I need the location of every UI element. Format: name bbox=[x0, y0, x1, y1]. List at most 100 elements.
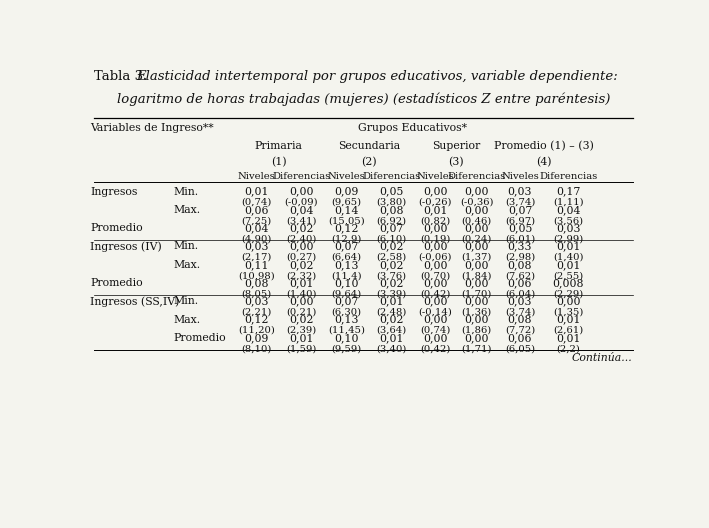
Text: (8,05): (8,05) bbox=[241, 289, 272, 298]
Text: (0,42): (0,42) bbox=[420, 344, 450, 353]
Text: 0,00: 0,00 bbox=[464, 260, 489, 270]
Text: 0,00: 0,00 bbox=[464, 278, 489, 288]
Text: (2,98): (2,98) bbox=[505, 253, 535, 262]
Text: (-0,14): (-0,14) bbox=[418, 308, 452, 317]
Text: (15,05): (15,05) bbox=[328, 216, 364, 225]
Text: 0,00: 0,00 bbox=[464, 205, 489, 215]
Text: (0,27): (0,27) bbox=[286, 253, 316, 262]
Text: (0,74): (0,74) bbox=[241, 198, 272, 207]
Text: 0,13: 0,13 bbox=[334, 315, 359, 325]
Text: Max.: Max. bbox=[174, 315, 201, 325]
Text: Diferencias: Diferencias bbox=[539, 172, 598, 181]
Text: 0,00: 0,00 bbox=[464, 241, 489, 251]
Text: (2,40): (2,40) bbox=[286, 234, 316, 243]
Text: (1,59): (1,59) bbox=[286, 344, 316, 353]
Text: (1,84): (1,84) bbox=[462, 271, 492, 280]
Text: (11,4): (11,4) bbox=[331, 271, 362, 280]
Text: 0,00: 0,00 bbox=[289, 241, 313, 251]
Text: Diferencias: Diferencias bbox=[272, 172, 330, 181]
Text: 0,02: 0,02 bbox=[379, 278, 403, 288]
Text: (0,21): (0,21) bbox=[286, 308, 316, 317]
Text: 0,07: 0,07 bbox=[334, 296, 359, 306]
Text: Promedio: Promedio bbox=[90, 223, 143, 233]
Text: Min.: Min. bbox=[174, 241, 199, 251]
Text: 0,01: 0,01 bbox=[556, 241, 581, 251]
Text: (0,70): (0,70) bbox=[420, 271, 450, 280]
Text: 0,03: 0,03 bbox=[556, 223, 581, 233]
Text: 0,02: 0,02 bbox=[379, 241, 403, 251]
Text: 0,00: 0,00 bbox=[464, 186, 489, 196]
Text: (6,05): (6,05) bbox=[505, 344, 535, 353]
Text: Niveles: Niveles bbox=[238, 172, 275, 181]
Text: (3,74): (3,74) bbox=[505, 198, 535, 207]
Text: (9,64): (9,64) bbox=[331, 289, 362, 298]
Text: (1,71): (1,71) bbox=[462, 344, 492, 353]
Text: (-0,09): (-0,09) bbox=[284, 198, 318, 207]
Text: 0,00: 0,00 bbox=[464, 315, 489, 325]
Text: 0,06: 0,06 bbox=[244, 205, 269, 215]
Text: (2): (2) bbox=[361, 157, 376, 167]
Text: (8,10): (8,10) bbox=[241, 344, 272, 353]
Text: (1,11): (1,11) bbox=[553, 198, 584, 207]
Text: (1): (1) bbox=[271, 157, 286, 167]
Text: 0,01: 0,01 bbox=[379, 333, 403, 343]
Text: 0,03: 0,03 bbox=[244, 296, 269, 306]
Text: 0,01: 0,01 bbox=[289, 278, 313, 288]
Text: 0,02: 0,02 bbox=[289, 315, 313, 325]
Text: 0,01: 0,01 bbox=[556, 333, 581, 343]
Text: 0,00: 0,00 bbox=[423, 260, 447, 270]
Text: 0,11: 0,11 bbox=[244, 260, 269, 270]
Text: Grupos Educativos*: Grupos Educativos* bbox=[358, 122, 467, 133]
Text: Niveles: Niveles bbox=[416, 172, 454, 181]
Text: (0,74): (0,74) bbox=[420, 326, 450, 335]
Text: (9,65): (9,65) bbox=[331, 198, 362, 207]
Text: (3,41): (3,41) bbox=[286, 216, 316, 225]
Text: 0,33: 0,33 bbox=[508, 241, 532, 251]
Text: 0,10: 0,10 bbox=[334, 278, 359, 288]
Text: 0,00: 0,00 bbox=[464, 296, 489, 306]
Text: (3): (3) bbox=[448, 157, 464, 167]
Text: 0,00: 0,00 bbox=[423, 315, 447, 325]
Text: (2,99): (2,99) bbox=[553, 234, 584, 243]
Text: Diferencias: Diferencias bbox=[447, 172, 506, 181]
Text: Ingresos: Ingresos bbox=[90, 186, 138, 196]
Text: (1,35): (1,35) bbox=[553, 308, 584, 317]
Text: (3,39): (3,39) bbox=[376, 289, 406, 298]
Text: (0,82): (0,82) bbox=[420, 216, 450, 225]
Text: 0,01: 0,01 bbox=[244, 186, 269, 196]
Text: (3,56): (3,56) bbox=[553, 216, 584, 225]
Text: 0,00: 0,00 bbox=[423, 223, 447, 233]
Text: logaritmo de horas trabajadas (mujeres) (estadísticos Z entre paréntesis): logaritmo de horas trabajadas (mujeres) … bbox=[117, 92, 610, 106]
Text: Promedio: Promedio bbox=[90, 278, 143, 288]
Text: 0,13: 0,13 bbox=[334, 260, 359, 270]
Text: (2,2): (2,2) bbox=[557, 344, 580, 353]
Text: 0,02: 0,02 bbox=[289, 260, 313, 270]
Text: 0,12: 0,12 bbox=[334, 223, 359, 233]
Text: Ingresos (IV): Ingresos (IV) bbox=[90, 241, 162, 252]
Text: 0,00: 0,00 bbox=[464, 333, 489, 343]
Text: (1,86): (1,86) bbox=[462, 326, 491, 335]
Text: (2,21): (2,21) bbox=[241, 308, 272, 317]
Text: (2,39): (2,39) bbox=[286, 326, 316, 335]
Text: 0,01: 0,01 bbox=[556, 315, 581, 325]
Text: 0,14: 0,14 bbox=[334, 205, 359, 215]
Text: Promedio: Promedio bbox=[174, 333, 226, 343]
Text: 0,00: 0,00 bbox=[423, 241, 447, 251]
Text: 0,12: 0,12 bbox=[244, 315, 269, 325]
Text: (6,92): (6,92) bbox=[376, 216, 406, 225]
Text: 0,08: 0,08 bbox=[244, 278, 269, 288]
Text: Primaria: Primaria bbox=[255, 142, 303, 152]
Text: 0,06: 0,06 bbox=[508, 278, 532, 288]
Text: (10,98): (10,98) bbox=[238, 271, 274, 280]
Text: Min.: Min. bbox=[174, 186, 199, 196]
Text: 0,00: 0,00 bbox=[556, 296, 581, 306]
Text: 0,08: 0,08 bbox=[508, 260, 532, 270]
Text: (0,24): (0,24) bbox=[462, 234, 492, 243]
Text: 0,09: 0,09 bbox=[334, 186, 359, 196]
Text: Elasticidad intertemporal por grupos educativos, variable dependiente:: Elasticidad intertemporal por grupos edu… bbox=[136, 70, 618, 83]
Text: (6,10): (6,10) bbox=[376, 234, 406, 243]
Text: (2,32): (2,32) bbox=[286, 271, 316, 280]
Text: (2,17): (2,17) bbox=[241, 253, 272, 262]
Text: 0,04: 0,04 bbox=[556, 205, 581, 215]
Text: (1,70): (1,70) bbox=[462, 289, 492, 298]
